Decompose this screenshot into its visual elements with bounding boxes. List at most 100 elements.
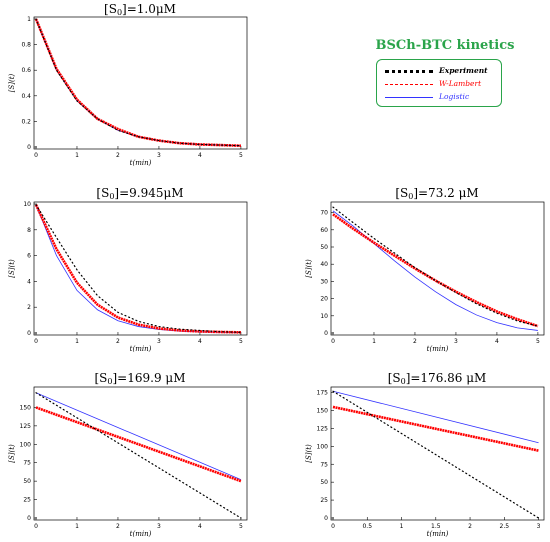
y-tick-label: 0 xyxy=(324,330,328,337)
y-tick-label: 50 xyxy=(320,479,328,486)
chart-title: [S0]=169.9 μM xyxy=(95,371,186,386)
y-tick-label: 125 xyxy=(20,423,32,430)
legend-label-w-lambert: W-Lambert xyxy=(439,79,482,88)
y-tick-label: 0.8 xyxy=(21,42,31,49)
chart-panel-2: 0 1 2 3 4 5 0 2 4 6 8 10 t(min) [S](t) xyxy=(8,201,248,353)
series-line-logistic xyxy=(332,210,538,331)
legend-item-logistic: Logistic xyxy=(377,92,503,104)
y-tick-label: 0 xyxy=(27,144,31,151)
y-tick-label: 175 xyxy=(317,390,329,397)
chart-title-text: [S xyxy=(387,371,401,385)
plot-frame xyxy=(330,201,545,336)
x-tick-label: 3 xyxy=(157,152,161,159)
series-line-experiment xyxy=(332,390,540,519)
chart-title-subscript: 0 xyxy=(109,192,115,201)
y-tick-label: 10 xyxy=(320,313,328,320)
chart-title: [S0]=9.945μM xyxy=(96,186,183,201)
x-axis-label: t(min) xyxy=(130,530,152,538)
y-tick-label: 8 xyxy=(27,227,31,234)
x-tick-label: 2 xyxy=(468,523,472,530)
series-line-experiment xyxy=(35,392,242,519)
y-axis-label: [S](t) xyxy=(305,259,313,278)
y-tick-label: 70 xyxy=(320,210,328,217)
x-tick-label: 5 xyxy=(239,338,243,345)
x-tick-label: 1 xyxy=(75,523,79,530)
legend-item-experiment: Experiment xyxy=(377,66,503,78)
x-axis-label: t(min) xyxy=(427,345,449,353)
y-axis-label: [S](t) xyxy=(305,444,313,463)
y-tick-label: 1 xyxy=(27,16,31,23)
y-tick-label: 150 xyxy=(317,408,329,415)
chart-title-subscript: 0 xyxy=(408,192,414,201)
y-tick-label: 20 xyxy=(320,296,328,303)
y-tick-label: 6 xyxy=(27,253,31,260)
x-axis-label: t(min) xyxy=(130,345,152,353)
x-tick-label: 5 xyxy=(239,523,243,530)
x-tick-label: 1 xyxy=(372,338,376,345)
x-tick-label: 0 xyxy=(331,338,335,345)
series-line-logistic xyxy=(35,392,242,481)
plot-frame xyxy=(330,386,545,521)
y-tick-label: 0 xyxy=(27,330,31,337)
chart-title-text: [S xyxy=(94,371,108,385)
x-axis-label: t(min) xyxy=(130,159,152,167)
x-tick-label: 0 xyxy=(34,152,38,159)
x-tick-label: 0.5 xyxy=(362,523,372,530)
legend: Experiment W-Lambert Logistic xyxy=(376,59,502,107)
y-tick-label: 100 xyxy=(20,441,32,448)
x-tick-label: 5 xyxy=(239,152,243,159)
x-tick-label: 3 xyxy=(157,338,161,345)
y-tick-label: 4 xyxy=(27,278,31,285)
series-line-logistic xyxy=(332,390,539,444)
y-tick-label: 40 xyxy=(320,261,328,268)
x-tick-label: 0 xyxy=(331,523,335,530)
x-tick-label: 1 xyxy=(75,152,79,159)
x-tick-label: 2 xyxy=(116,152,120,159)
x-tick-label: 2 xyxy=(413,338,417,345)
chart-title: [S0]=1.0μM xyxy=(104,2,176,17)
series-line-experiment xyxy=(332,206,539,327)
y-axis-label: [S](t) xyxy=(8,259,16,278)
y-tick-label: 125 xyxy=(317,425,329,432)
y-tick-label: 100 xyxy=(317,443,329,450)
y-tick-label: 75 xyxy=(23,460,31,467)
y-tick-label: 0.4 xyxy=(21,93,31,100)
legend-swatch-logistic xyxy=(385,97,433,98)
y-tick-label: 0 xyxy=(324,515,328,522)
y-tick-label: 25 xyxy=(320,497,328,504)
y-tick-label: 30 xyxy=(320,278,328,285)
x-tick-label: 3 xyxy=(454,338,458,345)
legend-swatch-experiment xyxy=(385,70,433,73)
chart-title-value: ]=9.945μM xyxy=(114,186,184,200)
x-tick-label: 5 xyxy=(536,338,540,345)
x-tick-label: 2 xyxy=(116,523,120,530)
x-tick-label: 2 xyxy=(116,338,120,345)
chart-title: [S0]=73.2 μM xyxy=(395,186,478,201)
y-axis-label: [S](t) xyxy=(8,73,16,92)
y-tick-label: 0.6 xyxy=(21,67,31,74)
x-tick-label: 4 xyxy=(198,152,202,159)
chart-title-text: [S xyxy=(104,2,117,16)
legend-label-experiment: Experiment xyxy=(439,66,488,75)
chart-title-subscript: 0 xyxy=(116,8,123,17)
x-tick-label: 4 xyxy=(495,338,499,345)
series-line-w-lambert xyxy=(35,406,242,483)
series-line-w-lambert xyxy=(34,204,241,334)
chart-title-subscript: 0 xyxy=(107,377,113,386)
x-tick-label: 1 xyxy=(400,523,404,530)
series-line-experiment xyxy=(35,204,242,333)
series-line-experiment xyxy=(35,18,242,147)
legend-item-w-lambert: W-Lambert xyxy=(377,79,503,91)
plot-frame xyxy=(33,201,248,336)
legend-title: BSCh-BTC kinetics xyxy=(375,38,515,53)
chart-title-value: ]=1.0μM xyxy=(122,2,176,16)
chart-panel-5: 0 0.5 1 1.5 2 2.5 3 0 25 50 75 100 125 150 175 t(min) [S… xyxy=(305,386,545,538)
chart-panel-1: 0 1 2 3 4 5 0 0.2 0.4 0.6 0.8 1 t(min) [S](t) xyxy=(8,16,248,167)
chart-title-subscript: 0 xyxy=(400,377,406,386)
y-axis-label: [S](t) xyxy=(8,444,16,463)
chart-title: [S0]=176.86 μM xyxy=(388,371,487,386)
x-tick-label: 3 xyxy=(157,523,161,530)
y-tick-label: 60 xyxy=(320,227,328,234)
